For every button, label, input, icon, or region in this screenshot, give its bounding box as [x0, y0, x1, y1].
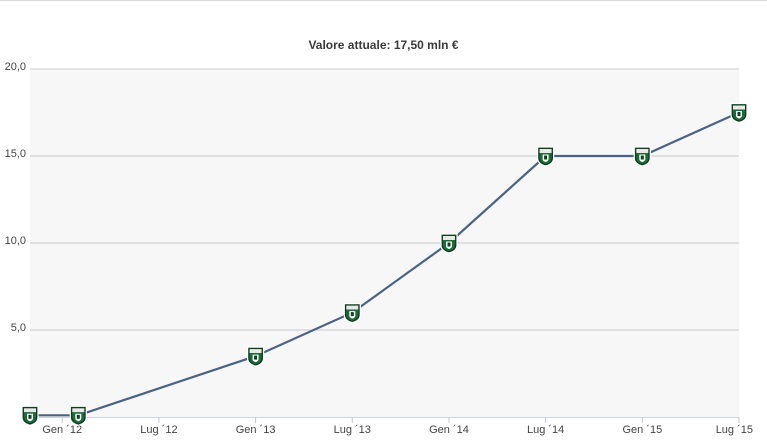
x-tick-label: Gen ´12 — [42, 424, 82, 436]
x-tick-label: Gen ´13 — [236, 424, 276, 436]
series-line — [30, 111, 740, 417]
y-tick-label: 20,0 — [5, 61, 26, 73]
x-tick-label: Lug ´13 — [334, 424, 371, 436]
x-tick-label: Lug ´14 — [527, 424, 564, 436]
grid-lines — [30, 68, 739, 418]
y-tick-label: 5,0 — [11, 322, 26, 334]
y-axis: 5,0 10,0 15,0 20,0 — [5, 61, 26, 334]
club-crest-icon[interactable] — [247, 346, 265, 367]
club-crest-icon[interactable] — [536, 146, 555, 167]
y-tick-label: 10,0 — [5, 235, 26, 247]
y-tick-label: 15,0 — [5, 148, 26, 160]
x-tick-label: Lug ´12 — [140, 424, 177, 436]
x-tick-label: Gen ´15 — [622, 424, 662, 436]
club-crest-icon[interactable] — [440, 233, 458, 254]
club-crest-icon[interactable] — [633, 146, 651, 167]
data-markers — [21, 102, 748, 426]
x-tick-label: Lug ´15 — [716, 424, 753, 436]
chart-title: Valore attuale: 17,50 mln € — [308, 38, 459, 52]
club-crest-icon[interactable] — [730, 102, 748, 124]
club-crest-icon[interactable] — [343, 303, 361, 324]
club-crest-icon[interactable] — [21, 405, 39, 426]
x-axis: Gen ´12 Lug ´12 Gen ´13 Lug ´13 Gen ´14 Lug ´… — [42, 417, 753, 436]
top-divider — [0, 0, 767, 1]
club-crest-icon[interactable] — [69, 405, 87, 426]
x-tick-label: Gen ´14 — [429, 424, 469, 436]
